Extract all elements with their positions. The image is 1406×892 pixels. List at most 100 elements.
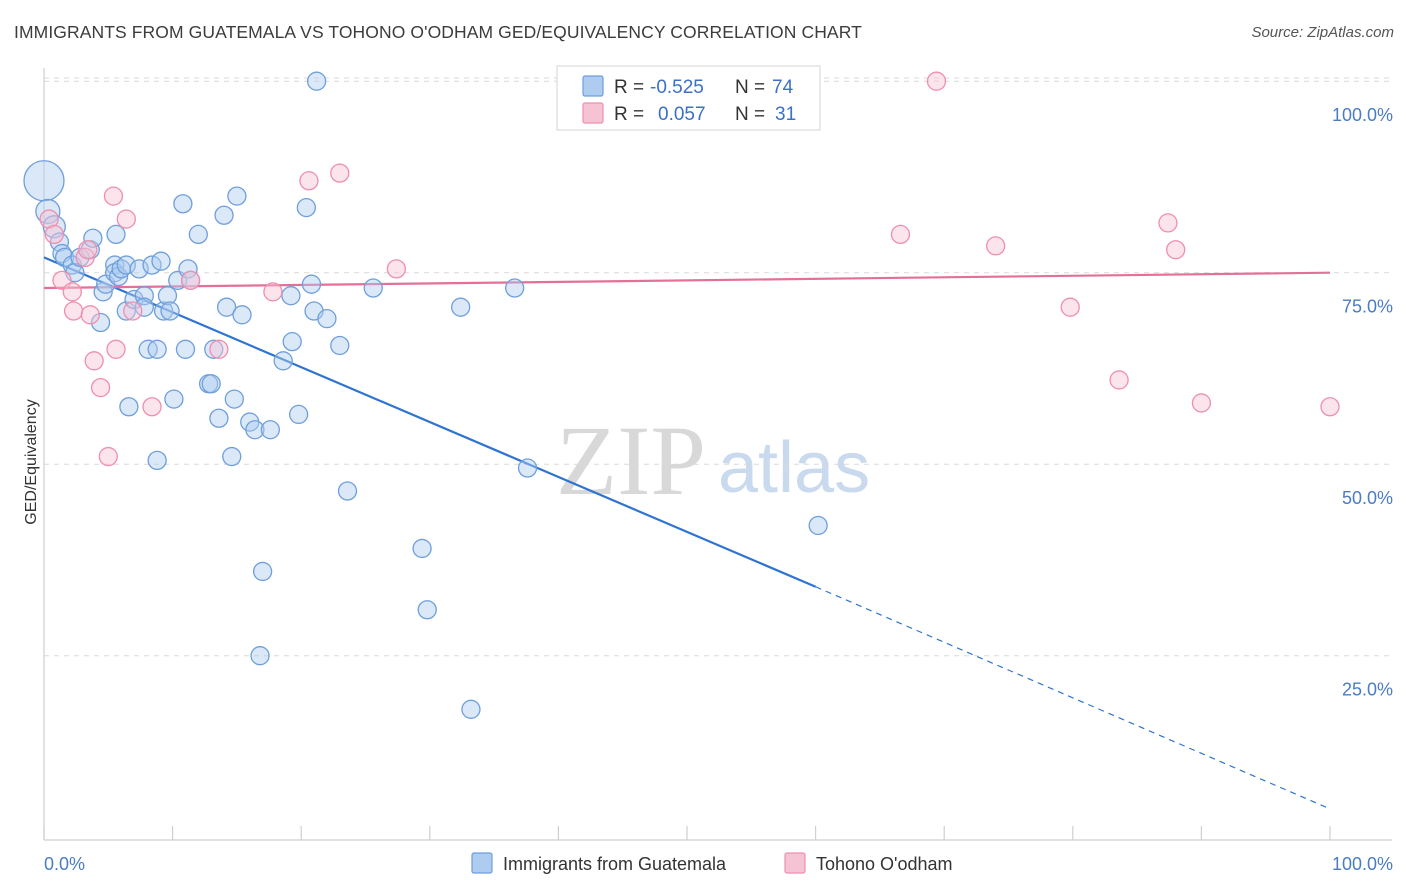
point-tohono	[142, 397, 162, 417]
watermark-zip: ZIP	[556, 405, 706, 516]
point-guatemala	[134, 286, 154, 306]
point-guatemala	[417, 600, 437, 620]
series-legend: Immigrants from Guatemala Tohono O'odham	[471, 852, 953, 874]
grid-lines	[44, 77, 1392, 657]
point-guatemala	[245, 420, 265, 440]
point-tohono	[103, 186, 124, 206]
point-tohono	[80, 305, 100, 325]
point-guatemala	[204, 339, 224, 359]
point-guatemala	[337, 481, 358, 501]
point-guatemala	[517, 458, 538, 478]
point-guatemala	[808, 515, 828, 536]
trend-line-guatemala-extrapolated	[815, 586, 1331, 810]
watermark: ZIP atlas	[556, 405, 870, 516]
series-legend-swatch-pink	[784, 852, 806, 874]
point-guatemala	[160, 301, 180, 321]
point-guatemala	[153, 301, 174, 321]
point-tohono	[926, 71, 947, 91]
chart-source: Source: ZipAtlas.com	[1251, 24, 1394, 41]
legend-n-value-1: 74	[772, 77, 794, 98]
point-tohono	[386, 259, 407, 279]
point-guatemala	[93, 282, 113, 302]
point-guatemala	[108, 266, 129, 287]
x-tick-label: 100.0%	[1332, 854, 1393, 874]
point-guatemala	[23, 160, 65, 202]
point-guatemala	[288, 404, 309, 425]
point-guatemala	[83, 228, 103, 248]
point-tohono	[84, 351, 104, 371]
point-guatemala	[54, 247, 75, 268]
point-tohono	[98, 446, 118, 467]
point-tohono	[44, 224, 64, 245]
point-guatemala	[173, 194, 193, 214]
point-guatemala	[363, 278, 383, 298]
legend-r-label-1: R =	[614, 77, 644, 98]
point-tohono	[1166, 240, 1186, 260]
point-tohono	[1191, 393, 1212, 413]
point-guatemala	[227, 186, 247, 206]
legend: R = -0.525 N = 74 R = 0.057 N = 31	[556, 65, 821, 131]
point-guatemala	[281, 286, 301, 306]
point-guatemala	[461, 699, 481, 719]
point-guatemala	[70, 247, 90, 268]
point-guatemala	[232, 305, 252, 325]
point-tohono	[985, 236, 1006, 256]
y-tick-label: 50.0%	[1342, 488, 1393, 508]
point-tohono	[123, 301, 143, 321]
point-guatemala	[119, 397, 139, 417]
point-guatemala	[222, 446, 242, 467]
point-tohono	[78, 240, 98, 260]
chart-title: IMMIGRANTS FROM GUATEMALA VS TOHONO O'OD…	[14, 22, 862, 42]
point-tohono	[263, 282, 283, 302]
point-guatemala	[296, 197, 316, 218]
series-legend-swatch-blue	[471, 852, 493, 874]
watermark-atlas: atlas	[718, 428, 870, 508]
y-tick-label: 25.0%	[1342, 680, 1393, 700]
point-guatemala	[330, 335, 350, 356]
point-guatemala	[306, 71, 327, 91]
point-tohono	[62, 282, 82, 302]
axes	[43, 68, 1392, 841]
point-guatemala	[188, 224, 208, 245]
point-guatemala	[250, 646, 270, 666]
point-guatemala	[151, 251, 171, 271]
legend-n-label-1: N =	[735, 77, 765, 98]
point-tohono	[63, 301, 84, 321]
point-guatemala	[147, 450, 167, 471]
point-tohono	[299, 171, 319, 191]
point-guatemala	[224, 389, 244, 409]
x-tick-labels: 0.0% 100.0%	[44, 854, 1393, 874]
point-guatemala	[164, 389, 184, 409]
point-guatemala	[157, 286, 178, 306]
point-guatemala	[214, 205, 234, 225]
point-tohono	[75, 247, 95, 268]
point-guatemala	[134, 297, 154, 317]
point-guatemala	[317, 309, 337, 329]
point-tohono	[1060, 297, 1080, 317]
point-guatemala	[505, 278, 525, 298]
point-tohono	[1158, 213, 1178, 233]
data-points	[23, 71, 1340, 719]
point-guatemala	[273, 351, 293, 371]
point-guatemala	[209, 408, 229, 428]
point-tohono	[1109, 370, 1129, 390]
point-tohono	[890, 224, 911, 245]
point-guatemala	[106, 224, 126, 245]
x-tick-label: 0.0%	[44, 854, 85, 874]
series-legend-label-pink: Tohono O'odham	[816, 854, 953, 874]
y-tick-labels: 25.0% 50.0% 75.0% 100.0%	[1332, 105, 1393, 700]
legend-n-label-2: N =	[735, 104, 765, 125]
point-guatemala	[116, 301, 136, 321]
legend-swatch-blue	[582, 75, 604, 97]
legend-r-label-2: R =	[614, 104, 644, 125]
point-tohono	[209, 339, 229, 359]
y-tick-label: 75.0%	[1342, 297, 1393, 317]
point-guatemala	[35, 198, 61, 225]
y-axis-label: GED/Equivalency	[23, 399, 40, 524]
trend-line-tohono	[43, 271, 1331, 290]
trend-lines	[43, 256, 1331, 810]
point-tohono	[39, 209, 59, 229]
series-legend-label-blue: Immigrants from Guatemala	[503, 854, 727, 874]
y-tick-label: 100.0%	[1332, 105, 1393, 125]
legend-r-value-2: 0.057	[658, 104, 706, 125]
